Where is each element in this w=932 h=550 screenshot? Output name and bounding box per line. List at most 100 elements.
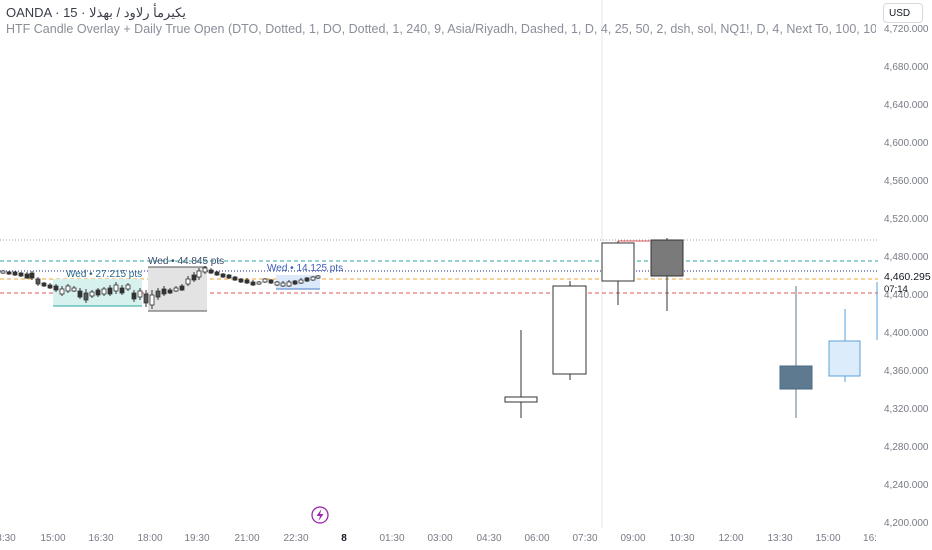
price-axis-label: 4,200.000 [884, 518, 929, 529]
candle-body [179, 285, 185, 291]
candle-body [298, 279, 304, 284]
candle-body [268, 279, 274, 284]
time-axis-label: 01:30 [379, 533, 404, 544]
candle-body [155, 290, 161, 298]
time-axis-label: 09:00 [620, 533, 645, 544]
candle-body [286, 281, 292, 287]
time-axis-label: 22:30 [283, 533, 308, 544]
candle-body [107, 287, 113, 295]
candle-body [226, 274, 232, 279]
time-axis-label: 12:00 [718, 533, 743, 544]
price-axis-label: 4,640.000 [884, 100, 929, 111]
session-label-1: Wed • 27.215 pts [66, 269, 142, 280]
current-price-tag [878, 270, 932, 283]
price-axis-label: 4,560.000 [884, 176, 929, 187]
price-axis-label: 4,520.000 [884, 214, 929, 225]
price-axis-label: 4,320.000 [884, 404, 929, 415]
price-axis-label: 4,280.000 [884, 442, 929, 453]
candle-body [59, 288, 65, 295]
candle-body [250, 281, 256, 286]
session-label-2: Wed • 44.845 pts [148, 256, 224, 267]
candle-body [191, 274, 197, 281]
candle-body [173, 287, 179, 292]
session-label-3: Wed • 14.125 pts [267, 263, 343, 274]
candle-body [315, 275, 321, 279]
countdown-label: 07:14 [884, 284, 908, 295]
time-axis-label: 21:00 [234, 533, 259, 544]
symbol-title: OANDA · 15 · يكيرمأ رلاود / بهذلا [6, 5, 186, 20]
time-axis-label: 19:30 [184, 533, 209, 544]
price-axis-label: 4,600.000 [884, 138, 929, 149]
candle-body [101, 288, 107, 295]
candle-body [131, 292, 137, 300]
candle-body [35, 278, 41, 285]
lightning-icon[interactable] [311, 506, 329, 524]
price-axis-label: 4,720.000 [884, 24, 929, 35]
time-axis-label: 04:30 [476, 533, 501, 544]
price-axis-label: 4,240.000 [884, 480, 929, 491]
time-axis-label: 10:30 [669, 533, 694, 544]
candle-body [12, 271, 18, 276]
time-axis-label: 06:00 [524, 533, 549, 544]
price-axis-label: 4,400.000 [884, 328, 929, 339]
candle-body [292, 280, 298, 285]
candle-body [24, 273, 30, 279]
htf-candle-5 [779, 286, 813, 418]
candle-body [89, 291, 95, 297]
current-price-label: 4,460.295 [884, 271, 931, 283]
htf-candle-2 [552, 281, 587, 380]
candle-body [47, 284, 53, 289]
candle-body [304, 277, 310, 282]
htf-candle-3 [601, 240, 650, 305]
htf-candle-4 [650, 238, 684, 311]
htf-candle-1 [504, 330, 538, 418]
candle-body [220, 273, 226, 278]
time-axis-label: 13:30 [767, 533, 792, 544]
candle-body [149, 294, 155, 306]
time-axis-label: 16: [863, 533, 877, 544]
candle-body [262, 278, 268, 283]
candle-body [256, 281, 262, 285]
candle-body [119, 287, 125, 294]
candle-body [167, 289, 173, 294]
candle-body [244, 279, 250, 284]
candle-body [185, 278, 191, 285]
candle-body [137, 290, 143, 298]
price-axis[interactable]: 4,720.000 4,680.000 4,640.000 4,600.000 4,56… [884, 24, 929, 529]
candle-body [232, 276, 238, 281]
candle-body [202, 267, 208, 273]
price-axis-label: 4,480.000 [884, 252, 929, 263]
time-axis-label: 15:00 [815, 533, 840, 544]
time-axis-label: 8 [341, 533, 347, 544]
time-axis-label: 07:30 [572, 533, 597, 544]
candle-body [83, 292, 89, 301]
candle-body [41, 282, 47, 287]
price-axis-label: 4,440.000 [884, 290, 929, 301]
candle-body [161, 288, 167, 295]
currency-button[interactable]: USD [883, 3, 923, 23]
candle-body [113, 284, 119, 292]
candle-body [95, 289, 101, 296]
price-axis-label: 4,680.000 [884, 62, 929, 73]
candle-body [238, 278, 244, 283]
price-axis-label: 4,360.000 [884, 366, 929, 377]
candle-body [214, 271, 220, 276]
candle-body [310, 276, 316, 281]
candle-body [53, 285, 59, 291]
candle-body [0, 270, 6, 274]
time-axis-label: 16:30 [88, 533, 113, 544]
candle-body [29, 272, 35, 279]
candle-body [71, 287, 77, 292]
time-axis-label: 3:30 [0, 533, 16, 544]
time-axis-label: 18:00 [137, 533, 162, 544]
time-axis-label: 15:00 [40, 533, 65, 544]
candle-body [143, 293, 149, 304]
candle-body [18, 272, 24, 277]
candle-body [77, 290, 83, 298]
time-axis[interactable]: 3:30 15:00 16:30 18:00 19:30 21:00 22:30 8 01:30… [0, 533, 877, 544]
candle-body [280, 282, 286, 287]
small-candles [0, 266, 321, 309]
candle-body [65, 285, 71, 292]
candle-body [6, 271, 12, 275]
